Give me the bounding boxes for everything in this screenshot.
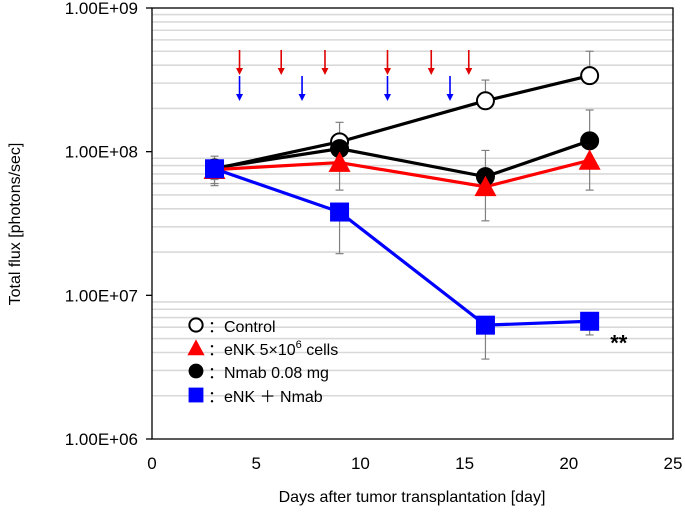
x-axis-title: Days after tumor transplantation [day] — [279, 489, 546, 506]
y-axis-title: Total flux [photons/sec] — [7, 143, 24, 306]
axes — [146, 7, 674, 440]
dosing-arrows — [236, 50, 473, 101]
legend-label: ：Control — [208, 319, 276, 336]
blue-arrow-head — [383, 94, 391, 101]
red-arrow-head — [383, 68, 391, 75]
legend-label: ：eNK ＋ Nmab — [208, 389, 323, 406]
legend-superscript: 6 — [296, 339, 302, 351]
legend-marker — [188, 387, 204, 403]
x-tick-label: 25 — [664, 454, 683, 473]
series-line — [213, 167, 590, 327]
marker-triangle — [474, 175, 497, 197]
red-arrow-head — [277, 68, 285, 75]
red-arrow-head — [321, 68, 329, 75]
error-bars — [210, 50, 594, 360]
marker-filled-circle — [580, 131, 600, 151]
marker-square — [475, 315, 495, 335]
significance-annotation: ** — [610, 330, 628, 355]
tick-labels: 1.00E+06 1.00E+07 1.00E+08 1.00E+09 0 5 10 15 20… — [65, 0, 683, 473]
marker-triangle — [328, 151, 351, 172]
y-tick-label: 1.00E+07 — [65, 286, 138, 305]
series-markers — [203, 66, 601, 335]
series-line — [214, 74, 591, 171]
marker-square — [580, 311, 600, 331]
x-tick-label: 0 — [147, 454, 156, 473]
marker-square — [205, 159, 225, 179]
x-tick-label: 15 — [455, 454, 474, 473]
x-tick-label: 10 — [351, 454, 370, 473]
marker-square — [330, 202, 350, 222]
red-arrow-head — [236, 68, 244, 75]
series-lines — [213, 74, 591, 327]
legend-marker — [188, 363, 204, 379]
blue-arrow-head — [446, 94, 454, 101]
plot-frame — [151, 7, 674, 440]
marker-triangle — [578, 149, 601, 170]
y-tick-label: 1.00E+09 — [65, 0, 138, 18]
blue-arrow-head — [298, 94, 306, 101]
marker-open-circle — [475, 91, 495, 111]
legend-suffix: cells — [302, 342, 338, 359]
y-tick-label: 1.00E+06 — [65, 430, 138, 449]
blue-arrow-head — [236, 94, 244, 101]
legend-marker — [187, 339, 205, 356]
x-tick-label: 20 — [559, 454, 578, 473]
legend-marker — [188, 317, 204, 333]
legend-label: ：eNK 5×106 cells — [208, 339, 338, 359]
x-tick-label: 5 — [251, 454, 260, 473]
red-arrow-head — [427, 68, 435, 75]
annotations: ** — [610, 330, 628, 355]
marker-filled-circle — [330, 139, 350, 159]
red-arrow-head — [465, 68, 473, 75]
y-tick-label: 1.00E+08 — [65, 143, 138, 162]
legend: ：Control ：eNK 5×106 cells ：Nmab 0.08 mg ：eN… — [187, 317, 338, 406]
marker-open-circle — [580, 66, 600, 86]
series-line — [214, 139, 591, 179]
legend-label: ：Nmab 0.08 mg — [208, 365, 329, 382]
series-line — [214, 158, 591, 189]
